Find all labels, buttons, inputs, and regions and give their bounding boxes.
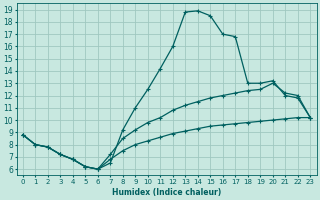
X-axis label: Humidex (Indice chaleur): Humidex (Indice chaleur) (112, 188, 221, 197)
